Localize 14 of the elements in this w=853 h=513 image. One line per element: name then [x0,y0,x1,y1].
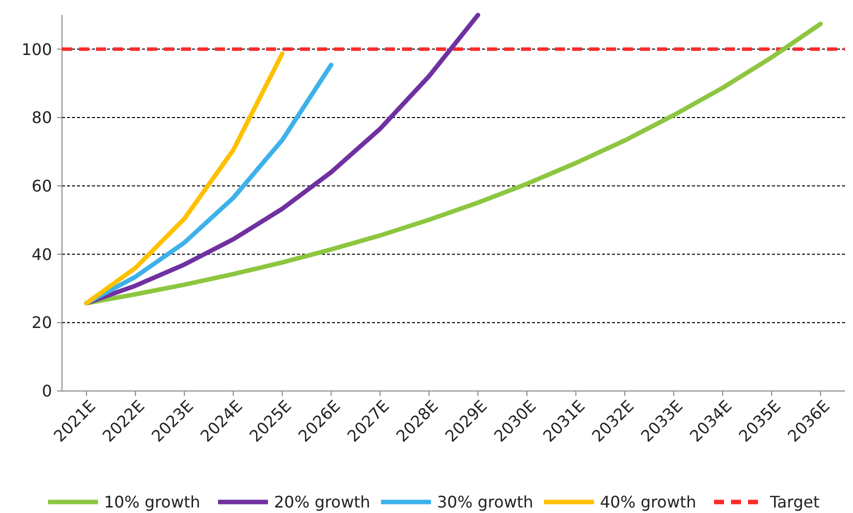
y-tick-label: 60 [32,176,52,196]
line-series [84,62,334,306]
legend-label: 30% growth [437,492,534,512]
y-tick-label: 20 [32,313,52,332]
y-tick-label: 100 [21,40,52,59]
line-series [84,51,284,306]
y-tick-label: 40 [32,244,52,264]
y-tick-label: 0 [42,382,52,401]
legend-label: 10% growth [104,492,200,512]
legend-label: Target [769,492,820,512]
legend-label: 40% growth [600,492,696,512]
legend-label: 20% growth [274,492,370,512]
line-series [84,12,480,306]
y-tick-label: 80 [32,108,52,128]
